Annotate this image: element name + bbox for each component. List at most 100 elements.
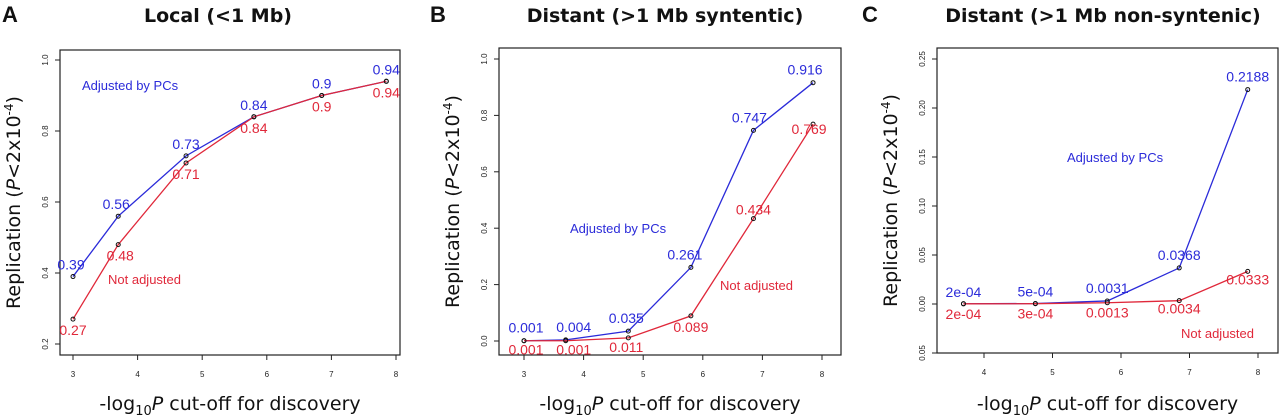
data-label: 0.0368 <box>1158 247 1201 263</box>
x-tick-label: 5 <box>1050 368 1055 377</box>
data-label: 0.0333 <box>1226 271 1269 287</box>
data-label: 0.56 <box>103 196 130 212</box>
series-line <box>523 82 814 342</box>
panel-title: Local (<1 Mb) <box>144 5 292 27</box>
y-tick-label: 0.20 <box>918 100 927 116</box>
panel-title: Distant (>1 Mb non-syntenic) <box>945 5 1260 27</box>
panel-b: B Distant (>1 Mb syntentic) 3 4 5 6 7 8 0.0 0.2 0.… <box>430 2 842 419</box>
y-tick-label: 0.4 <box>480 222 489 234</box>
panel-title: Distant (>1 Mb syntentic) <box>527 5 804 27</box>
data-point <box>183 160 189 166</box>
series-annotation: Adjusted by PCs <box>1067 150 1164 165</box>
data-label: 0.9 <box>312 76 332 92</box>
x-tick-label: 5 <box>200 370 205 379</box>
data-label: 0.001 <box>508 320 543 336</box>
data-point <box>115 213 121 219</box>
x-axis-label: -log10P cut-off for discovery <box>977 393 1238 419</box>
y-tick-label: 0.05 <box>918 247 927 263</box>
x-tick-label: 8 <box>820 370 825 379</box>
x-tick-label: 5 <box>641 370 646 379</box>
x-tick-label: 4 <box>135 370 140 379</box>
data-point <box>383 78 389 84</box>
series-adjusted: 0.39 0.56 0.73 0.84 0.9 0.94 Adjusted by PCs <box>57 61 400 280</box>
data-label: 0.9 <box>312 99 332 115</box>
data-label: 0.0031 <box>1086 280 1129 296</box>
data-label: 0.94 <box>373 84 400 100</box>
y-tick-label: 1.0 <box>41 54 50 66</box>
series-annotation: Adjusted by PCs <box>82 78 179 93</box>
data-point <box>115 242 121 248</box>
data-label: 0.27 <box>59 322 86 338</box>
data-point <box>750 216 756 222</box>
data-label: 0.2188 <box>1226 69 1269 85</box>
y-tick-label: 0.10 <box>918 198 927 214</box>
plot-frame <box>936 47 1279 354</box>
data-label: 0.747 <box>732 109 767 125</box>
series-line <box>963 270 1248 305</box>
panel-letter: A <box>2 2 18 27</box>
y-axis-label: Replication (P<2x10-4) <box>879 94 902 307</box>
data-point <box>750 127 756 133</box>
data-label: 0.73 <box>172 136 199 152</box>
panel-a: A Local (<1 Mb) 3 4 5 6 7 8 0.2 0.4 0.6 0.8 1.0 -log1… <box>2 2 401 419</box>
data-label: 5e-04 <box>1017 284 1053 300</box>
x-tick-label: 6 <box>265 370 270 379</box>
y-tick-label: 1.0 <box>480 53 489 65</box>
series-line <box>72 80 387 320</box>
data-point <box>319 93 325 98</box>
y-axis-label: Replication (P<2x10-4) <box>441 95 464 308</box>
data-label: 0.71 <box>172 166 199 182</box>
data-point <box>1176 298 1182 304</box>
data-label: 2e-04 <box>946 284 982 300</box>
y-tick-label: 0.2 <box>480 278 489 290</box>
x-tick-label: 3 <box>522 370 527 379</box>
data-label: 0.011 <box>609 339 643 355</box>
data-point <box>521 338 527 344</box>
data-point <box>1245 87 1251 93</box>
data-label: 0.94 <box>373 61 400 77</box>
series-line <box>524 123 814 342</box>
data-point <box>183 153 189 159</box>
data-label: 0.0013 <box>1086 305 1129 321</box>
data-point <box>625 328 631 334</box>
x-tick-label: 8 <box>394 370 399 379</box>
data-label: 3e-04 <box>1017 306 1053 322</box>
data-point <box>70 316 76 322</box>
x-tick-label: 3 <box>71 370 76 379</box>
data-point <box>1104 300 1110 306</box>
panel-letter: B <box>430 2 446 27</box>
x-axis-label: -log10P cut-off for discovery <box>539 393 800 419</box>
data-point <box>251 114 257 120</box>
data-label: 0.035 <box>609 310 644 326</box>
series-not-adjusted: 2e-04 3e-04 0.0013 0.0034 0.0333 Not adjusted <box>946 268 1269 341</box>
y-tick-label: 0.0 <box>480 335 489 347</box>
x-tick-label: 7 <box>760 370 765 379</box>
data-point <box>1032 301 1038 307</box>
data-point <box>960 301 966 307</box>
series-line <box>963 89 1249 305</box>
series-adjusted: 2e-04 5e-04 0.0031 0.0368 0.2188 Adjusted by … <box>946 69 1269 307</box>
series-not-adjusted: 0.27 0.48 0.71 0.84 0.9 0.94 Not adjusted <box>59 78 400 338</box>
y-tick-label: 0.6 <box>41 196 50 208</box>
data-point <box>70 274 76 280</box>
y-tick-label: 0.4 <box>41 267 50 279</box>
data-point <box>625 335 631 341</box>
y-tick-label: 0.15 <box>918 149 927 165</box>
y-tick-label: 0.25 <box>918 51 927 67</box>
x-tick-label: 4 <box>982 368 987 377</box>
data-label: 0.48 <box>107 248 134 264</box>
series-annotation: Not adjusted <box>108 272 181 287</box>
x-axis-label: -log10P cut-off for discovery <box>99 393 360 419</box>
x-tick-label: 7 <box>1187 368 1192 377</box>
y-tick-label: 0.2 <box>41 338 50 350</box>
y-tick-label: 0.6 <box>480 166 489 178</box>
series-adjusted: 0.001 0.004 0.035 0.261 0.747 0.916 Adjusted b… <box>508 62 823 344</box>
data-point <box>688 313 694 319</box>
y-tick-label: 0.00 <box>918 296 927 312</box>
data-label: 0.261 <box>667 246 702 262</box>
series-not-adjusted: 0.001 0.001 0.011 0.089 0.434 0.769 Not adjust… <box>508 121 826 358</box>
data-point <box>563 338 569 344</box>
x-tick-label: 6 <box>1119 368 1124 377</box>
data-point <box>810 80 816 86</box>
data-point <box>810 121 816 127</box>
